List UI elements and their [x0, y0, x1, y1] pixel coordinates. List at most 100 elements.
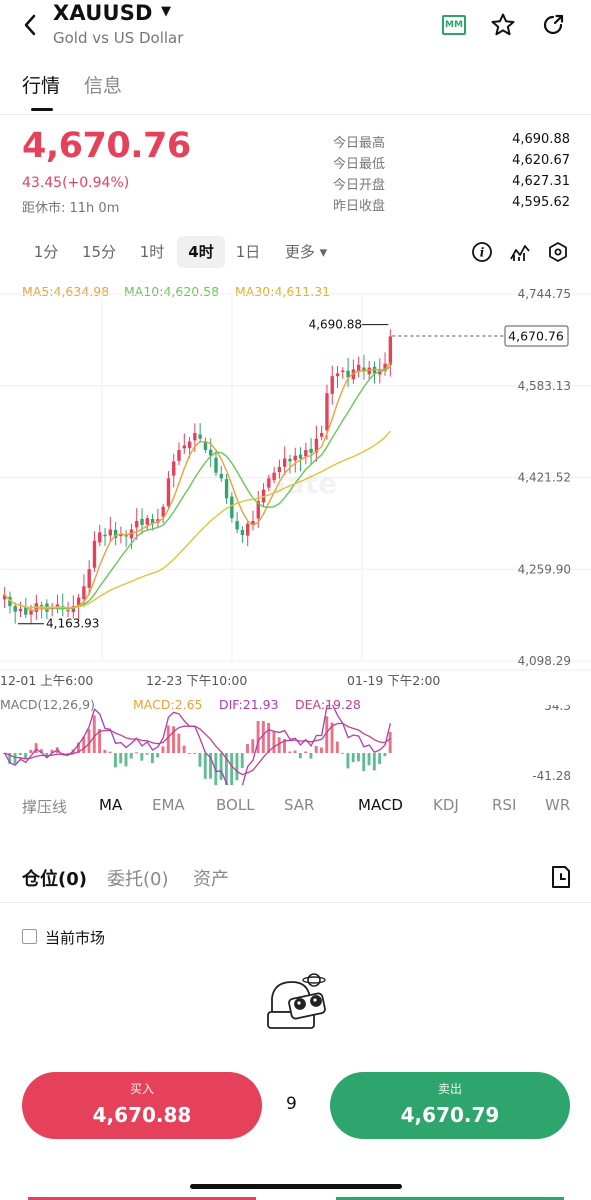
macd-histogram-bar — [150, 753, 154, 764]
indicator-ma[interactable]: MA — [99, 796, 123, 814]
candle-body — [29, 610, 33, 615]
macd-histogram-bar — [330, 722, 334, 753]
candlestick-chart[interactable]: 4,744.75 4,583.13 4,421.52 4,259.90 4,098.29… — [0, 278, 591, 698]
macd-histogram-bar — [182, 745, 186, 753]
timeframe-1d[interactable]: 1日 — [235, 243, 261, 261]
indicator-ema[interactable]: EMA — [152, 796, 185, 814]
candle-body — [351, 369, 356, 380]
current-price-box — [504, 325, 569, 347]
tab-info[interactable]: 信息 — [84, 75, 123, 97]
timeframe-1h[interactable]: 1时 — [139, 243, 165, 261]
indicator-chart-icon[interactable] — [508, 240, 532, 264]
candle-body — [145, 518, 149, 525]
sell-button[interactable]: 卖出 4,670.79 — [330, 1072, 570, 1139]
stat-row-low: 今日最低 4,620.67 — [333, 153, 570, 174]
macd-histogram-bar — [298, 753, 302, 759]
macd-histogram-bar — [283, 738, 286, 753]
y-tick-label: 4,421.52 — [518, 471, 571, 485]
buy-button[interactable]: 买入 4,670.88 — [22, 1072, 262, 1139]
candle-body — [251, 520, 255, 525]
current-market-checkbox[interactable] — [22, 929, 37, 944]
timeframe-4h[interactable]: 4时 — [177, 236, 225, 268]
settings-hex-icon[interactable] — [546, 240, 570, 264]
macd-histogram-bar — [209, 753, 212, 779]
indicator-kdj[interactable]: KDJ — [433, 796, 459, 814]
mm-icon[interactable]: MM — [442, 15, 466, 35]
indicator-boll[interactable]: BOLL — [216, 796, 255, 814]
position-tabs: 仓位(0) 委托(0) 资产 — [0, 860, 591, 900]
symbol-title[interactable]: XAUUSD — [53, 1, 153, 25]
market-close-countdown: 距休市: 11h 0m — [22, 201, 120, 216]
macd-histogram-bar — [34, 743, 38, 753]
timeframe-15m[interactable]: 15分 — [81, 243, 117, 261]
share-icon[interactable] — [540, 12, 566, 38]
back-icon[interactable] — [18, 8, 44, 42]
candle-body — [203, 441, 208, 450]
tab-orders[interactable]: 委托(0) — [107, 869, 169, 890]
tab-market[interactable]: 行情 — [22, 75, 61, 97]
candle-body — [246, 523, 250, 536]
candle-body — [256, 501, 260, 519]
macd-histogram-bar — [388, 731, 392, 753]
candle-body — [2, 594, 7, 600]
candle-body — [230, 496, 234, 519]
candle-body — [304, 449, 308, 457]
dif-legend: DIF:21.93 — [219, 697, 279, 712]
macd-histogram-bar — [240, 753, 244, 769]
macd-histogram-bar — [66, 753, 70, 755]
macd-histogram-bar — [246, 744, 249, 753]
candle-body — [98, 532, 102, 543]
macd-histogram-bar — [45, 753, 49, 756]
macd-histogram-bar — [193, 753, 197, 754]
macd-histogram-bar — [39, 749, 43, 753]
candle-body — [346, 370, 350, 378]
macd-histogram-bar — [92, 715, 96, 753]
sell-price: 4,670.79 — [400, 1103, 500, 1127]
bottom-strip-green — [336, 1197, 564, 1200]
indicator-macd[interactable]: MACD — [358, 796, 403, 814]
macd-histogram-bar — [87, 729, 91, 753]
indicator-wr[interactable]: WR — [545, 796, 571, 814]
history-document-icon[interactable] — [550, 865, 572, 889]
indicator-support[interactable]: 撑压线 — [22, 798, 68, 816]
star-icon[interactable] — [490, 12, 516, 38]
buy-label: 买入 — [129, 1082, 154, 1096]
indicator-rsi[interactable]: RSI — [492, 796, 517, 814]
current-market-label[interactable]: 当前市场 — [45, 929, 106, 947]
macd-histogram-bar — [166, 725, 170, 753]
candle-body — [182, 445, 186, 449]
sell-label: 卖出 — [437, 1082, 462, 1096]
macd-histogram-bar — [161, 746, 165, 753]
buy-price: 4,670.88 — [92, 1103, 192, 1127]
stat-value: 4,620.67 — [512, 153, 570, 168]
candle-body — [92, 540, 97, 568]
info-icon[interactable]: i — [470, 240, 494, 264]
svg-text:i: i — [480, 246, 485, 260]
indicator-bar: 撑压线 MA EMA BOLL SAR MACD KDJ RSI WR — [0, 790, 591, 826]
candle-body — [388, 336, 393, 365]
macd-chart[interactable]: 54.3 -41.28 — [0, 705, 591, 785]
indicator-sar[interactable]: SAR — [284, 796, 315, 814]
macd-histogram-bar — [341, 752, 345, 754]
candle-body — [103, 534, 107, 537]
home-indicator — [190, 1184, 402, 1189]
daily-stats: 今日最高 4,690.88 今日最低 4,620.67 今日开盘 4,627.31 昨… — [333, 132, 570, 216]
timeframe-more[interactable]: 更多 ▾ — [284, 243, 328, 261]
macd-histogram-bar — [235, 753, 239, 781]
ma30-legend: MA30:4,611.31 — [235, 284, 331, 299]
stat-row-open: 今日开盘 4,627.31 — [333, 174, 570, 195]
candle-body — [113, 529, 118, 538]
candle-body — [293, 455, 297, 461]
tab-assets[interactable]: 资产 — [193, 869, 229, 890]
timeframe-1m[interactable]: 1分 — [33, 243, 59, 261]
candle-body — [224, 479, 229, 499]
macd-histogram-bar — [140, 753, 144, 761]
macd-params-legend: MACD(12,26,9) — [0, 697, 95, 712]
macd-histogram-bar — [177, 733, 181, 753]
dea-legend: DEA:19.28 — [295, 697, 361, 712]
tab-positions[interactable]: 仓位(0) — [22, 869, 87, 890]
macd-histogram-bar — [82, 736, 86, 753]
macd-histogram-bar — [372, 753, 376, 771]
candle-body — [272, 472, 276, 481]
caret-down-icon[interactable]: ▼ — [161, 4, 171, 19]
